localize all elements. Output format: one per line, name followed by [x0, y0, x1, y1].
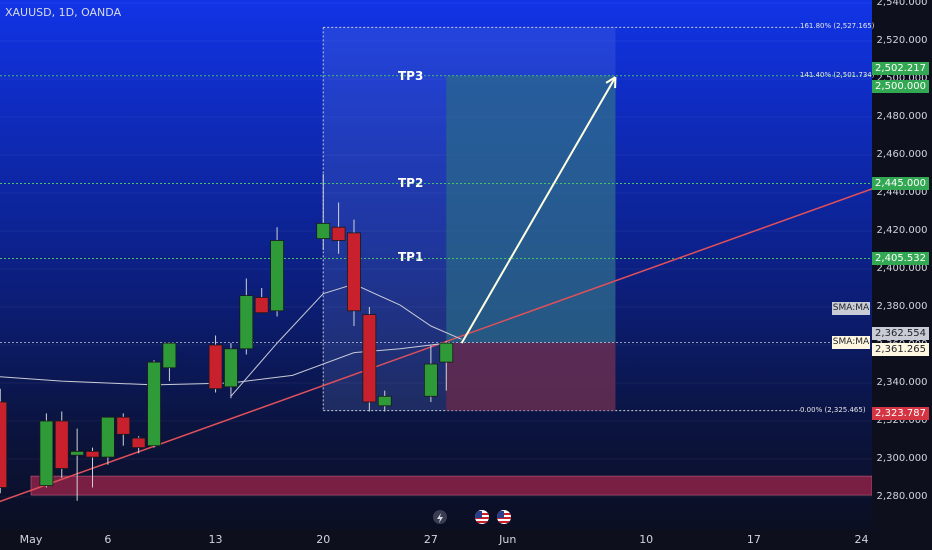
us-flag-icon[interactable] [475, 510, 489, 524]
price-tick: 2,300.000 [876, 453, 928, 464]
candle-body [162, 342, 177, 369]
price-tick: 2,280.000 [876, 491, 928, 502]
candle-body [208, 344, 223, 390]
date-tick: 6 [104, 533, 112, 546]
date-tick: 17 [746, 533, 761, 546]
date-tick: 13 [208, 533, 223, 546]
price-badge: 2,361.265 [872, 343, 929, 357]
candle-body [439, 342, 454, 363]
candle-body [147, 361, 161, 447]
price-badge: 2,405.532 [872, 251, 929, 265]
candle-body [423, 363, 438, 397]
date-tick: 10 [639, 533, 654, 546]
candle-body [224, 348, 238, 388]
candle-body [54, 420, 69, 469]
tp2-label: TP2 [398, 175, 424, 190]
candle-body [0, 401, 8, 488]
lines-layer [0, 75, 893, 503]
candle-body [131, 437, 146, 449]
tp1-label: TP1 [398, 250, 424, 265]
stop-loss-zone [446, 342, 616, 411]
price-tick: 2,320.000 [876, 415, 928, 426]
zones-layer [30, 26, 873, 496]
candle-body [331, 226, 346, 241]
price-badge: 2,502.217 [872, 61, 929, 75]
us-flag-icon[interactable] [497, 510, 511, 524]
candle-body [101, 416, 115, 458]
candle-body [116, 416, 131, 435]
fib-level-label: 141.40% (2,501.734) [800, 70, 875, 79]
symbol-label: XAUUSD, 1D, OANDA [5, 6, 122, 19]
target-zone [446, 75, 616, 343]
price-tick: 2,480.000 [876, 111, 928, 122]
support-zone [30, 475, 873, 496]
fib-level-label: 0.00% (2,325.465) [800, 405, 866, 414]
price-tick: 2,420.000 [876, 225, 928, 236]
date-tick: 27 [423, 533, 438, 546]
price-badge: 2,362.554 [872, 327, 929, 341]
sma-tag: SMA:MA [832, 336, 870, 350]
candle-body [254, 297, 269, 314]
tp3-label: TP3 [398, 68, 424, 83]
price-badge: 2,445.000 [872, 177, 929, 190]
candle-body [377, 395, 392, 407]
lightning-icon[interactable] [433, 510, 447, 524]
candle-body [70, 450, 85, 456]
price-tick: 2,380.000 [876, 301, 928, 312]
price-tick: 2,460.000 [876, 149, 928, 160]
price-tick: 2,540.000 [876, 0, 928, 8]
candle-body [316, 222, 331, 239]
candle-body [85, 450, 100, 458]
projection-arrow [460, 76, 617, 344]
sma-line-long [0, 342, 447, 386]
price-tick: 2,400.000 [876, 263, 928, 274]
candle-body [239, 295, 254, 350]
price-tick: 2,440.000 [876, 187, 928, 198]
date-axis[interactable]: May 6 13 20 27 Jun 10 17 24 [0, 530, 932, 550]
candle-body [362, 314, 377, 403]
sma-tag: SMA:MA [832, 302, 870, 316]
date-tick: May [19, 533, 43, 546]
candle-body [270, 240, 284, 312]
date-tick: 24 [854, 533, 869, 546]
arrow-head [605, 76, 616, 84]
grid-lines [0, 2, 872, 498]
price-badge: 2,500.000 [872, 79, 929, 93]
date-axis-background [0, 530, 932, 550]
trendline [0, 180, 893, 503]
candles-layer [0, 174, 454, 501]
candle-body [347, 232, 361, 312]
price-badge: 2,323.787 [872, 407, 929, 421]
date-tick: 20 [316, 533, 331, 546]
date-tick: Jun [499, 533, 517, 546]
price-tick: 2,500.000 [876, 73, 928, 84]
candle-body [39, 420, 54, 486]
price-tick: 2,340.000 [876, 377, 928, 388]
fib-level-label: 161.80% (2,527.165) [800, 22, 875, 31]
price-tick: 2,520.000 [876, 35, 928, 46]
